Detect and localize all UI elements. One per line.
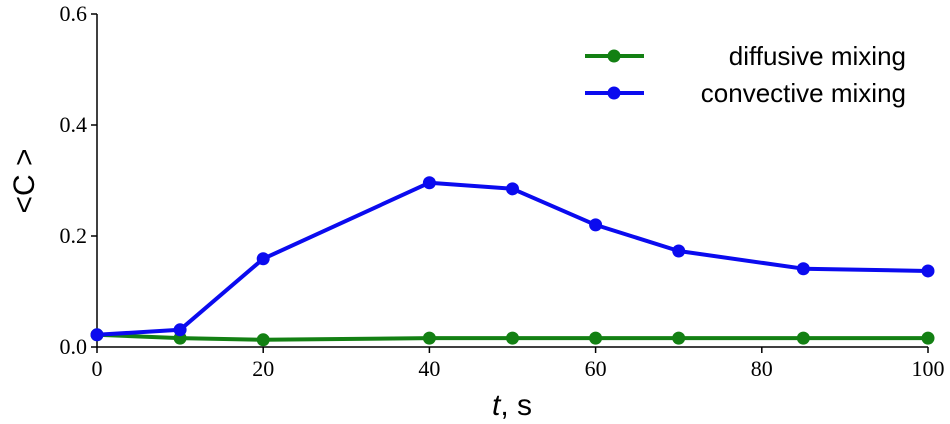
data-point-diffusive-mixing — [589, 331, 603, 345]
x-axis-label-rest: , s — [500, 389, 532, 422]
x-tick-label: 40 — [418, 356, 440, 381]
data-point-diffusive-mixing — [422, 331, 436, 345]
x-axis-label: t, s — [492, 389, 532, 422]
data-point-convective-mixing — [796, 262, 810, 276]
x-tick-label: 60 — [585, 356, 607, 381]
x-axis-label-italic: t — [492, 389, 502, 422]
legend-swatch-marker — [607, 86, 621, 100]
data-point-diffusive-mixing — [256, 333, 270, 347]
x-tick-label: 80 — [751, 356, 773, 381]
series-diffusive-mixing — [90, 328, 935, 347]
data-point-diffusive-mixing — [506, 331, 519, 345]
data-point-convective-mixing — [672, 244, 686, 258]
x-tick-label: 100 — [912, 356, 945, 381]
data-point-convective-mixing — [173, 323, 187, 337]
legend-item-diffusive-mixing: diffusive mixing — [585, 41, 906, 71]
x-tick-label: 20 — [252, 356, 274, 381]
data-point-convective-mixing — [256, 252, 270, 266]
data-point-diffusive-mixing — [921, 331, 935, 345]
y-ticks: 0.0 0.2 0.4 0.6 — [60, 1, 97, 359]
series-convective-mixing — [90, 176, 935, 342]
axes — [96, 14, 928, 348]
legend-swatch-marker — [607, 49, 621, 63]
y-tick-label: 0.6 — [60, 1, 88, 26]
legend-label: convective mixing — [701, 78, 906, 108]
data-point-convective-mixing — [506, 182, 519, 196]
x-ticks: 0 20 40 60 80 100 — [92, 347, 945, 381]
data-point-diffusive-mixing — [796, 331, 810, 345]
y-tick-label: 0.4 — [60, 112, 88, 137]
y-tick-label: 0.2 — [60, 223, 88, 248]
y-tick-label: 0.0 — [60, 334, 88, 359]
data-point-convective-mixing — [90, 328, 104, 342]
data-point-convective-mixing — [921, 264, 935, 278]
legend-item-convective-mixing: convective mixing — [585, 78, 906, 108]
series-layer — [90, 176, 935, 347]
x-tick-label: 0 — [92, 356, 103, 381]
data-point-diffusive-mixing — [672, 331, 686, 345]
legend-label: diffusive mixing — [729, 41, 906, 71]
series-line-convective-mixing — [95, 180, 930, 337]
data-point-convective-mixing — [589, 218, 603, 232]
legend: diffusive mixing convective mixing — [585, 41, 906, 108]
data-point-convective-mixing — [422, 176, 436, 190]
y-axis-label: <C > — [8, 148, 41, 213]
